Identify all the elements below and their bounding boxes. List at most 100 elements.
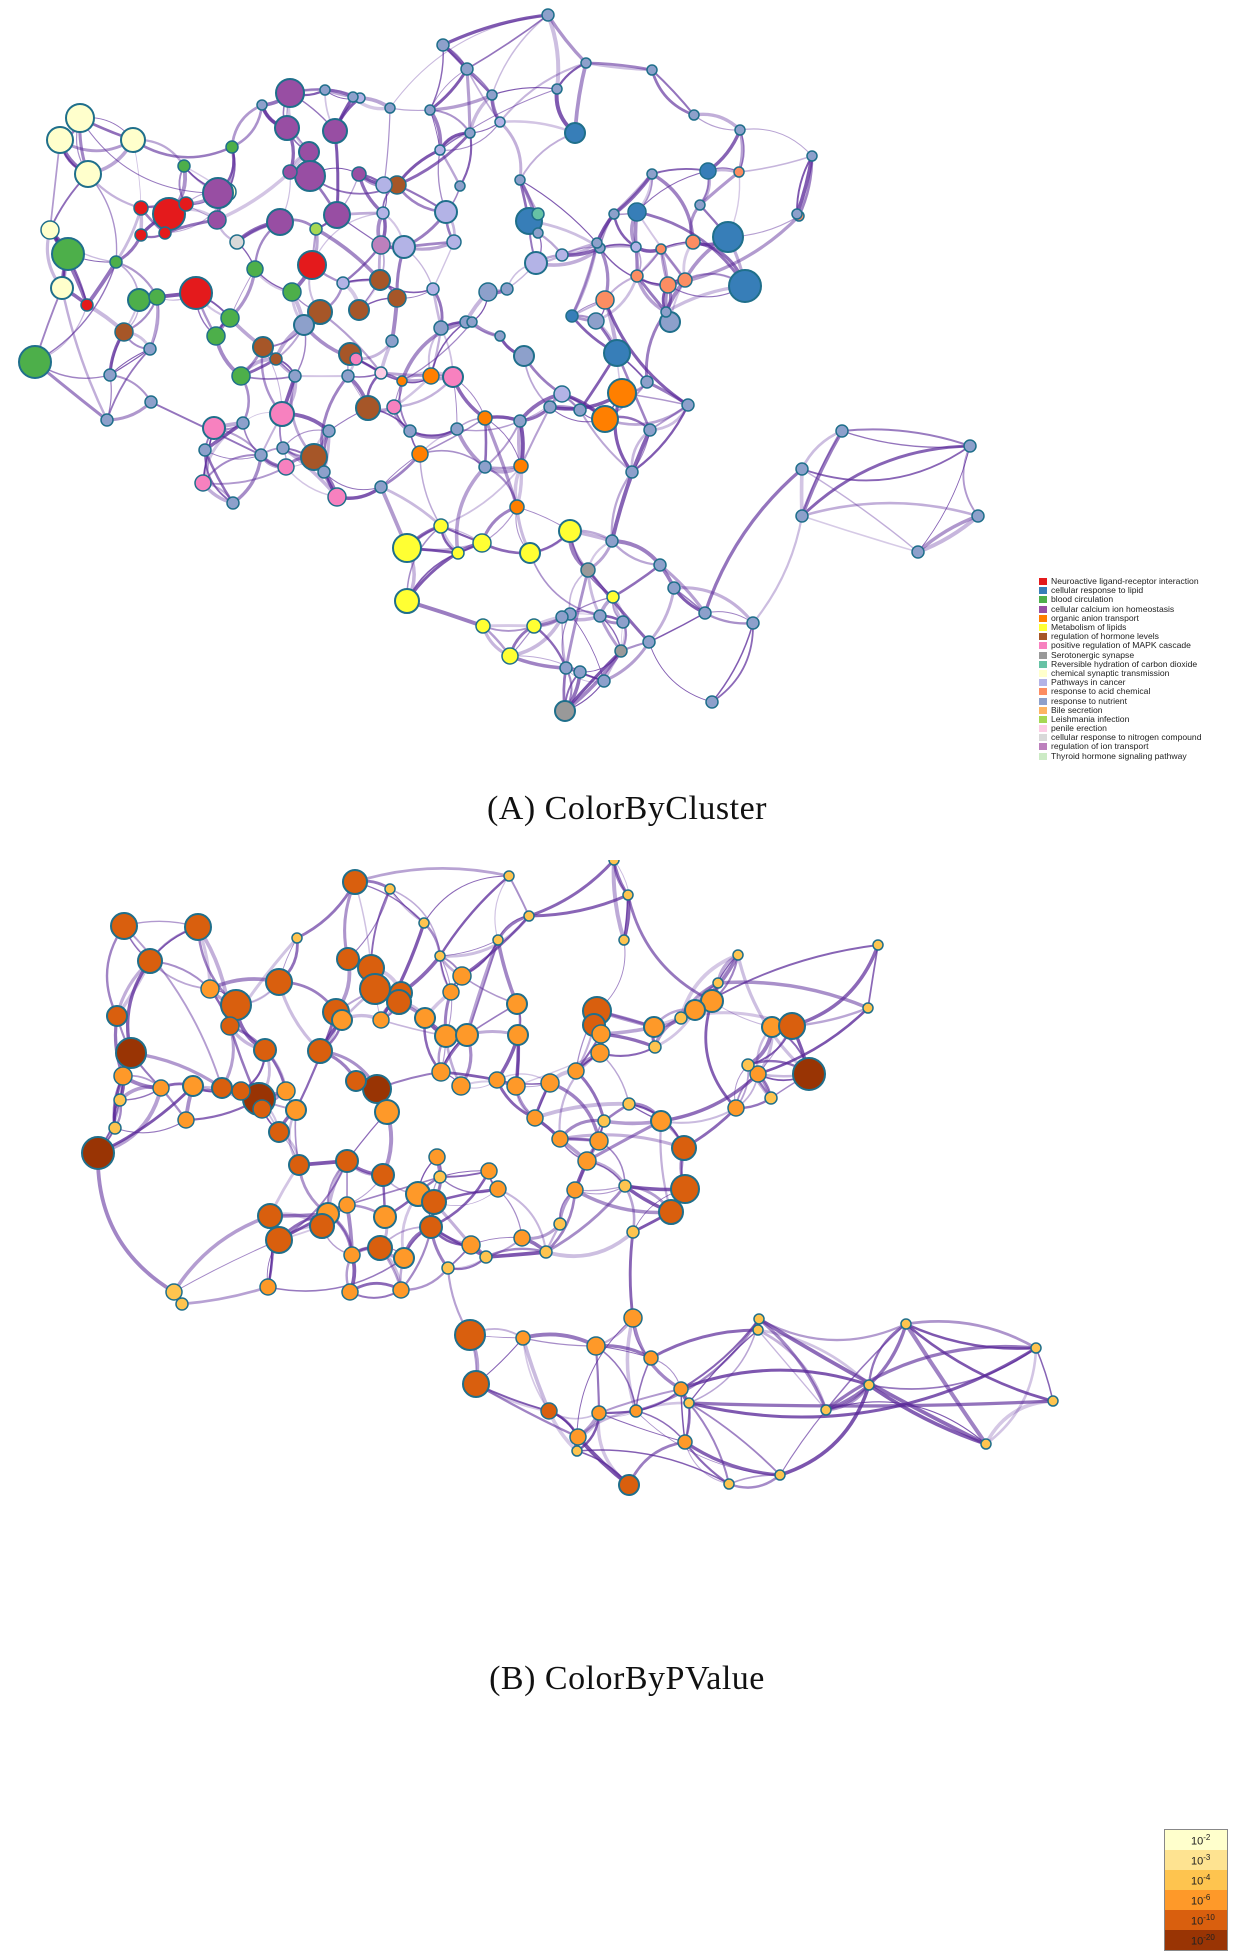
network-node: [232, 1082, 250, 1100]
network-node: [713, 978, 723, 988]
network-node: [339, 1197, 355, 1213]
network-node: [753, 1325, 763, 1335]
network-node: [443, 984, 459, 1000]
network-node: [480, 1251, 492, 1263]
network-edge: [906, 1324, 1053, 1401]
legend-label: response to acid chemical: [1051, 687, 1150, 696]
legend-swatch: [1039, 707, 1047, 714]
legend-swatch: [1039, 698, 1047, 705]
network-node: [299, 142, 319, 162]
legend-swatch: [1039, 615, 1047, 622]
network-node: [700, 163, 716, 179]
network-node: [463, 1371, 489, 1397]
network-edge: [739, 130, 742, 172]
network-node: [310, 1214, 334, 1238]
network-edge: [706, 1001, 736, 1108]
network-node: [435, 201, 457, 223]
network-node: [435, 951, 445, 961]
network-node: [617, 616, 629, 628]
network-node: [592, 406, 618, 432]
network-node: [542, 9, 554, 21]
network-node: [796, 510, 808, 522]
network-edge: [182, 1287, 268, 1304]
network-edge: [636, 1411, 685, 1442]
network-node: [385, 884, 395, 894]
network-node: [82, 1137, 114, 1169]
caption-b: (B) ColorByPValue: [0, 1660, 1254, 1698]
network-edge: [529, 860, 614, 916]
network-node: [532, 208, 544, 220]
network-node: [747, 617, 759, 629]
network-node: [275, 116, 299, 140]
network-node: [489, 1072, 505, 1088]
network-edge: [681, 1370, 869, 1389]
network-edge: [636, 1411, 780, 1475]
network-edge: [649, 588, 674, 642]
network-node: [556, 611, 568, 623]
network-node: [343, 870, 367, 894]
network-node: [684, 1398, 694, 1408]
network-node: [266, 969, 292, 995]
network-node: [134, 201, 148, 215]
network-node: [412, 446, 428, 462]
network-node: [689, 110, 699, 120]
network-node: [374, 1206, 396, 1228]
network-node: [434, 1171, 446, 1183]
network-edge: [1036, 1348, 1053, 1401]
network-node: [320, 85, 330, 95]
network-node: [114, 1067, 132, 1085]
network-node: [628, 203, 646, 221]
network-node: [195, 475, 211, 491]
network-node: [678, 1435, 692, 1449]
network-node: [656, 244, 666, 254]
network-node: [515, 175, 525, 185]
network-edge: [384, 108, 390, 185]
network-node: [253, 1100, 271, 1118]
network-node: [685, 1000, 705, 1020]
network-node: [456, 1024, 478, 1046]
network-node: [115, 323, 133, 341]
network-node: [695, 200, 705, 210]
network-node: [807, 151, 817, 161]
network-node: [619, 935, 629, 945]
network-node: [514, 459, 528, 473]
pvalue-legend-label: 10-20: [1191, 1933, 1215, 1948]
pvalue-legend-label: 10-3: [1191, 1853, 1210, 1868]
network-node: [793, 1058, 825, 1090]
network-node: [270, 353, 282, 365]
pvalue-legend-item: 10-20: [1165, 1930, 1227, 1950]
network-edge: [441, 466, 521, 526]
network-edge: [316, 229, 380, 280]
network-node: [627, 1226, 639, 1238]
network-edge: [492, 15, 548, 95]
network-node: [278, 459, 294, 475]
network-node: [176, 1298, 188, 1310]
network-edge: [397, 133, 470, 185]
network-node: [476, 619, 490, 633]
network-node: [178, 160, 190, 172]
network-node: [135, 229, 147, 241]
network-node: [308, 1039, 332, 1063]
network-node: [394, 1248, 414, 1268]
pvalue-legend-item: 10-6: [1165, 1890, 1227, 1910]
network-node: [363, 1075, 391, 1103]
network-node: [404, 425, 416, 437]
nodes: [19, 9, 984, 721]
network-node: [619, 1475, 639, 1495]
network-node: [1048, 1396, 1058, 1406]
network-node: [473, 534, 491, 552]
network-node: [66, 104, 94, 132]
network-node: [682, 399, 694, 411]
network-node: [435, 145, 445, 155]
network-node: [227, 497, 239, 509]
network-node: [728, 1100, 744, 1116]
network-node: [659, 1200, 683, 1224]
legend-swatch: [1039, 753, 1047, 760]
network-node: [660, 277, 676, 293]
network-node: [699, 607, 711, 619]
legend-swatch: [1039, 624, 1047, 631]
network-node: [128, 289, 150, 311]
network-edge: [906, 1324, 1036, 1349]
